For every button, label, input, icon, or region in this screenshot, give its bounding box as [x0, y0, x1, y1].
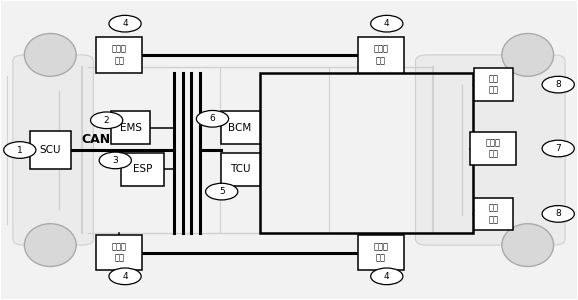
Text: 右制
动灯: 右制 动灯	[488, 204, 498, 224]
Text: 左制
动灯: 左制 动灯	[488, 75, 498, 95]
Ellipse shape	[24, 224, 76, 266]
Circle shape	[197, 110, 229, 127]
Circle shape	[109, 268, 141, 285]
Text: 8: 8	[555, 209, 561, 218]
Circle shape	[91, 112, 123, 129]
Text: CAN: CAN	[81, 133, 111, 146]
Text: 6: 6	[210, 114, 216, 123]
FancyBboxPatch shape	[470, 132, 516, 165]
Circle shape	[370, 15, 403, 32]
FancyBboxPatch shape	[358, 235, 404, 270]
Circle shape	[542, 76, 575, 93]
Text: 轮速传
感器: 轮速传 感器	[373, 242, 388, 262]
Text: 轮速传
感器: 轮速传 感器	[112, 242, 127, 262]
Text: ESP: ESP	[132, 164, 152, 174]
Text: 高位制
动灯: 高位制 动灯	[486, 139, 501, 159]
FancyBboxPatch shape	[221, 153, 260, 186]
FancyBboxPatch shape	[13, 55, 94, 245]
Text: 2: 2	[104, 116, 109, 125]
Ellipse shape	[502, 34, 554, 76]
Text: EMS: EMS	[120, 123, 142, 133]
Circle shape	[99, 152, 131, 169]
FancyBboxPatch shape	[97, 235, 142, 270]
Text: 5: 5	[219, 187, 225, 196]
Circle shape	[3, 142, 36, 158]
Text: 4: 4	[384, 272, 390, 281]
FancyBboxPatch shape	[121, 153, 164, 186]
Circle shape	[542, 206, 575, 222]
FancyBboxPatch shape	[358, 37, 404, 73]
FancyBboxPatch shape	[97, 37, 142, 73]
Text: 8: 8	[555, 80, 561, 89]
Circle shape	[370, 268, 403, 285]
Text: 7: 7	[555, 144, 561, 153]
Ellipse shape	[24, 34, 76, 76]
Text: 4: 4	[384, 19, 390, 28]
FancyBboxPatch shape	[473, 68, 513, 101]
FancyBboxPatch shape	[221, 111, 260, 144]
Circle shape	[542, 140, 575, 157]
Text: 4: 4	[123, 19, 128, 28]
Text: 轮速传
感器: 轮速传 感器	[112, 45, 127, 65]
Text: BCM: BCM	[228, 123, 252, 133]
Text: SCU: SCU	[39, 145, 61, 155]
Text: 轮速传
感器: 轮速传 感器	[373, 45, 388, 65]
FancyBboxPatch shape	[416, 55, 565, 245]
FancyBboxPatch shape	[473, 198, 513, 230]
Circle shape	[206, 183, 238, 200]
Text: TCU: TCU	[230, 164, 250, 174]
FancyBboxPatch shape	[29, 131, 71, 169]
Circle shape	[109, 15, 141, 32]
Text: 4: 4	[123, 272, 128, 281]
FancyBboxPatch shape	[111, 111, 150, 144]
Text: 1: 1	[17, 146, 23, 154]
Text: 3: 3	[112, 156, 118, 165]
Bar	[260, 73, 473, 233]
Ellipse shape	[502, 224, 554, 266]
